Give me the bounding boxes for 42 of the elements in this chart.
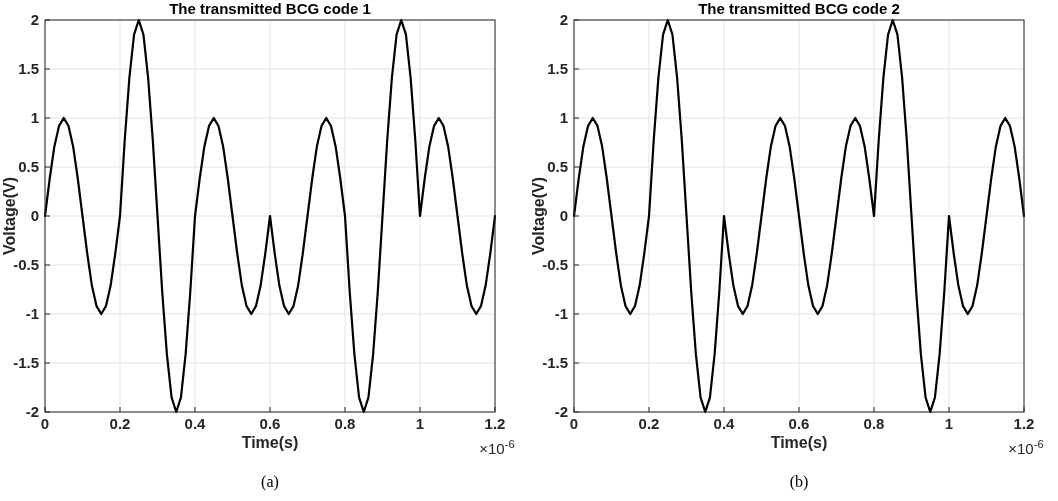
text: (a) [261, 473, 279, 491]
y-tick-label: 0 [30, 207, 39, 224]
x-tick-label: 0.8 [863, 415, 885, 432]
y-tick-label: 1.5 [547, 60, 568, 77]
x-axis-title: Time(s) [770, 434, 828, 451]
x-tick-label: 1 [944, 415, 954, 432]
y-tick-label: -2 [25, 403, 39, 420]
x-tick-label: 0.2 [109, 415, 131, 432]
x-tick-label: 0.2 [638, 415, 660, 432]
x-tick-label: 0.4 [713, 415, 736, 432]
text: ×10$^{-6}$ [1008, 438, 1044, 457]
y-tick-label: 1 [559, 109, 568, 126]
y-tick-label: -2 [554, 403, 568, 420]
text: (b) [789, 473, 809, 491]
y-tick-label: -1 [25, 305, 39, 322]
y-tick-label: -0.5 [13, 256, 39, 273]
x-tick-label: 1 [415, 415, 425, 432]
y-tick-label: 0.5 [547, 158, 568, 175]
text: ×10$^{-6}$ [479, 438, 515, 457]
chart-title: The transmitted BCG code 1 [169, 0, 371, 17]
x-tick-label: 0.6 [788, 415, 810, 432]
y-tick-label: -1 [554, 305, 568, 322]
y-tick-label: 0.5 [18, 158, 39, 175]
line-series [43, 18, 497, 414]
y-tick-label: -0.5 [542, 256, 568, 273]
y-axis-title: Voltage(V) [1, 177, 18, 255]
y-tick-label: 1 [30, 109, 39, 126]
x-tick-label: 0.6 [259, 415, 281, 432]
y-tick-label: 2 [559, 11, 568, 28]
x-axis-title: Time(s) [241, 434, 299, 451]
line-series [572, 18, 1026, 414]
x-tick-label: 0.8 [334, 415, 356, 432]
x-tick-label: 1.2 [484, 415, 506, 432]
y-tick-label: -1.5 [542, 354, 568, 371]
y-axis-title: Voltage(V) [530, 177, 547, 255]
y-tick-label: 1.5 [18, 60, 39, 77]
y-tick-label: -1.5 [13, 354, 39, 371]
chart-title: The transmitted BCG code 2 [698, 0, 900, 17]
x-tick-label: 1.2 [1013, 415, 1035, 432]
x-tick-label: 0.4 [184, 415, 207, 432]
y-tick-label: 2 [30, 11, 39, 28]
y-tick-label: 0 [559, 207, 568, 224]
